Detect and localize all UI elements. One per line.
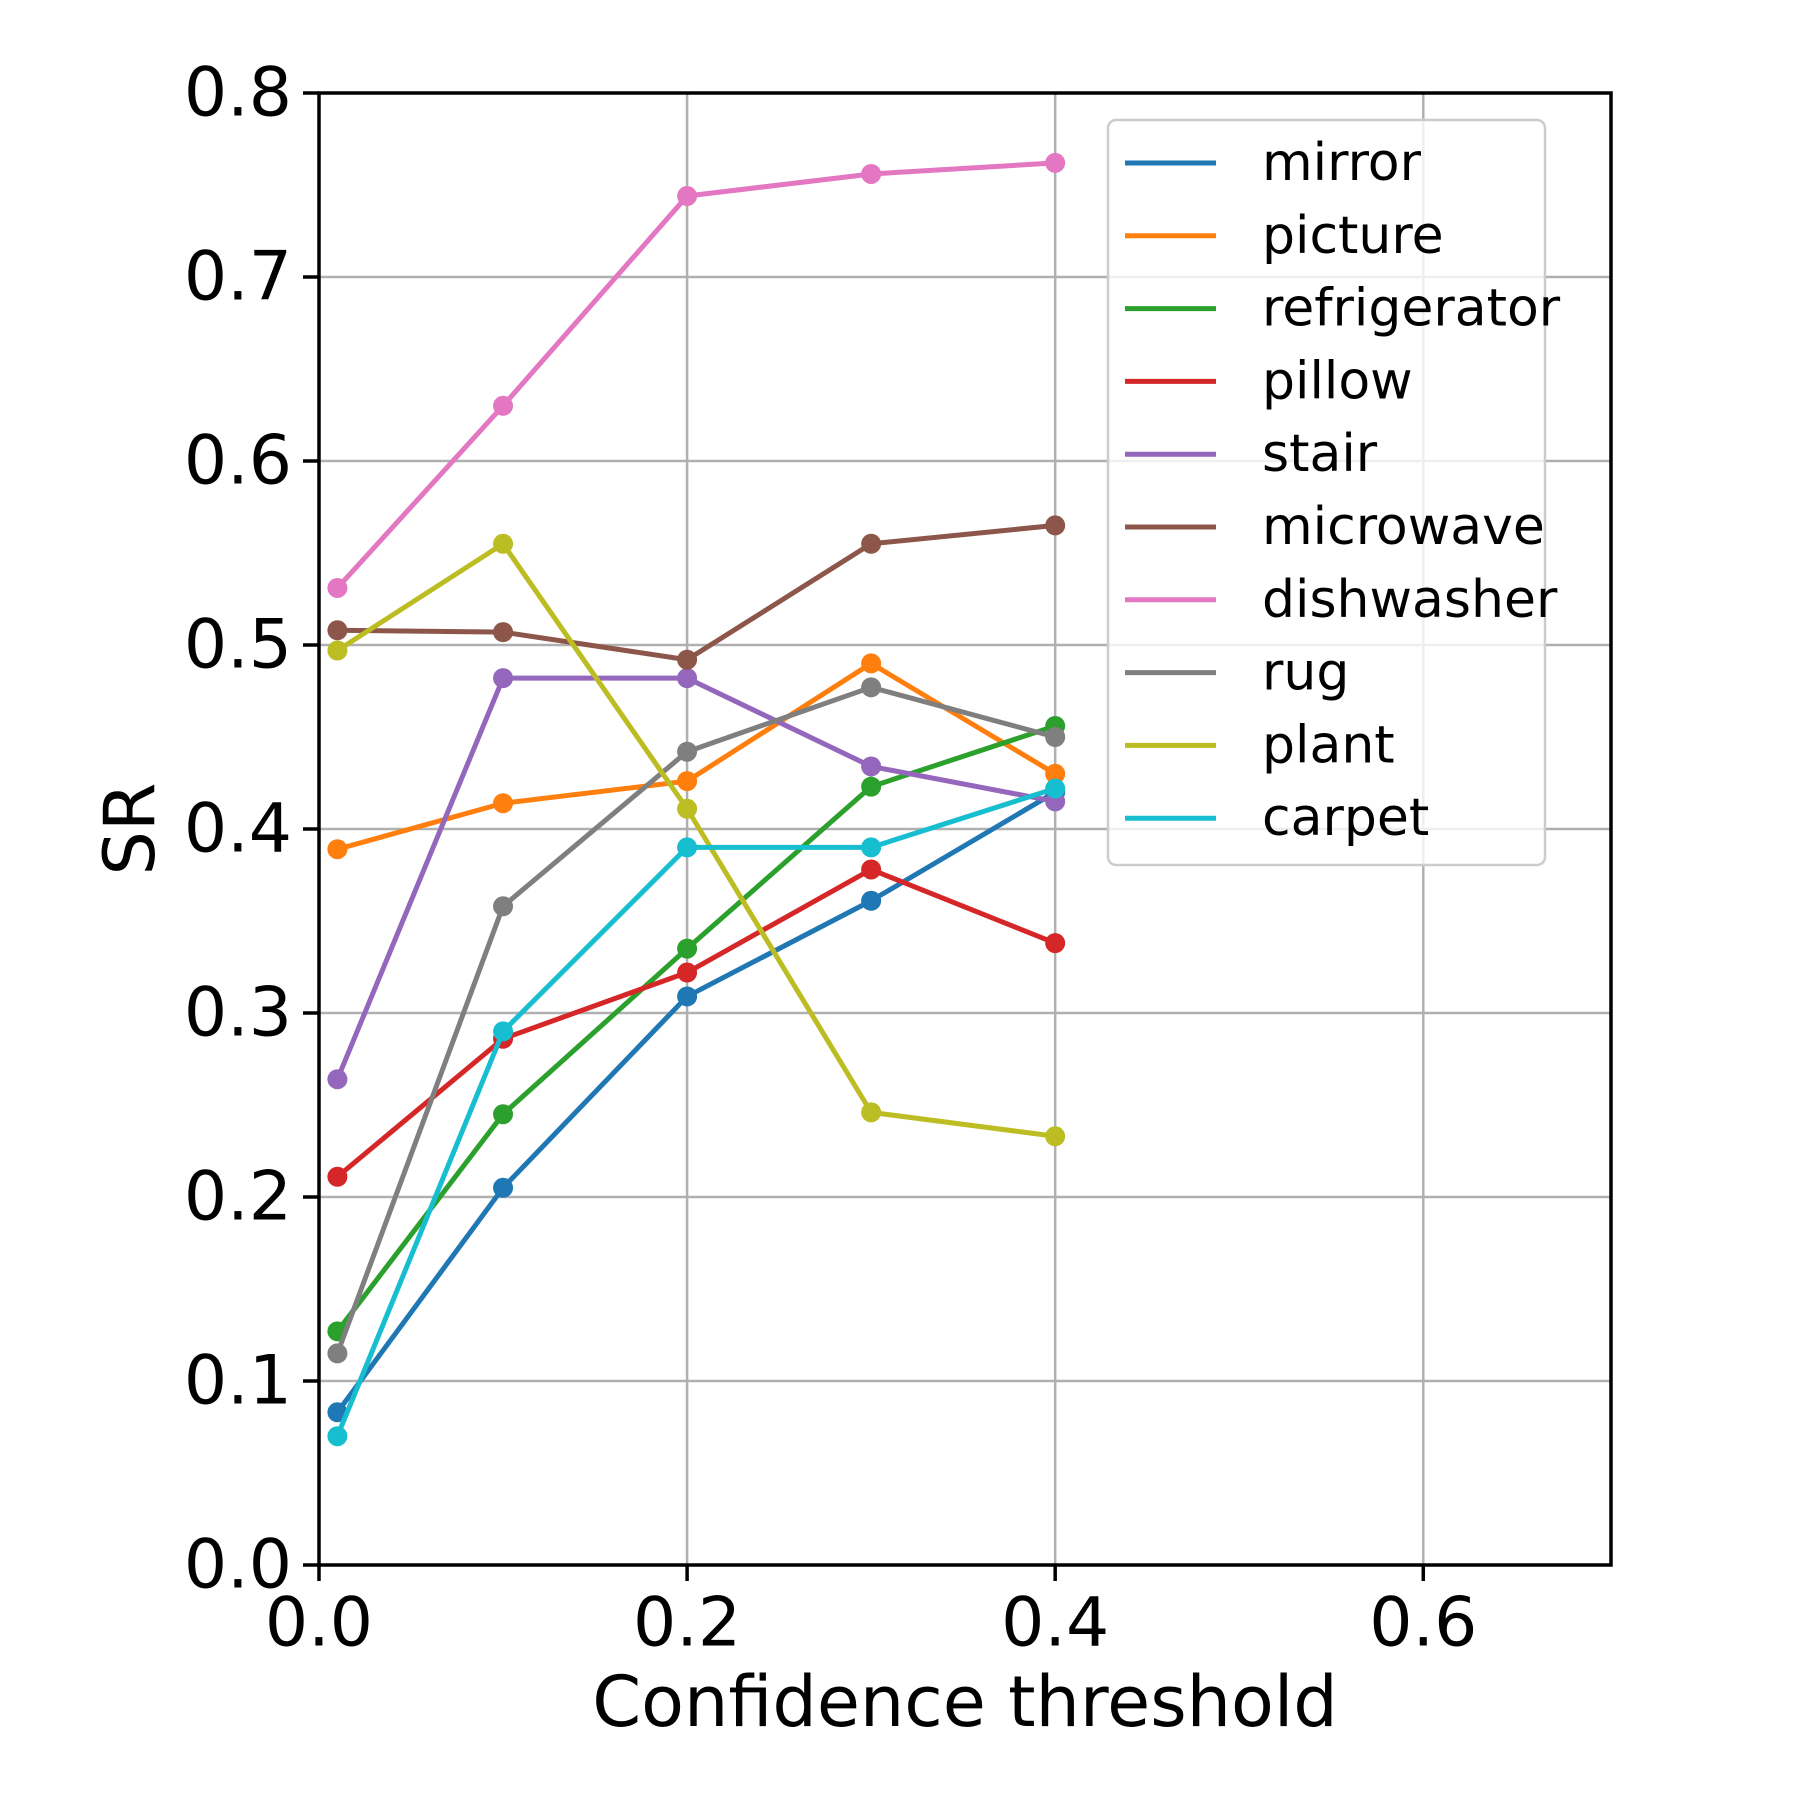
data-point-mirror-0.1: [493, 1177, 514, 1198]
legend-item-mirror: mirror: [1125, 133, 1422, 193]
x-tick-label-0.6: 0.6: [1369, 1584, 1477, 1663]
series-dishwasher: [327, 152, 1066, 598]
data-point-plant-0.01: [327, 640, 348, 661]
legend-item-stair: stair: [1125, 424, 1378, 484]
data-point-rug-0.01: [327, 1343, 348, 1364]
y-tick-label-0.1: 0.1: [184, 1342, 292, 1421]
y-tick-label-0.4: 0.4: [184, 790, 292, 869]
series-rug: [327, 677, 1066, 1364]
legend-label-carpet: carpet: [1262, 788, 1429, 848]
legend-item-picture: picture: [1125, 206, 1444, 266]
data-point-rug-0.4: [1045, 727, 1066, 747]
legend-label-stair: stair: [1262, 424, 1378, 484]
data-point-pillow-0.2: [677, 962, 698, 983]
series-picture: [327, 653, 1066, 860]
y-tick-label-0.0: 0.0: [184, 1526, 292, 1605]
data-point-pillow-0.4: [1045, 933, 1066, 954]
series-microwave: [327, 515, 1066, 670]
series-carpet: [327, 778, 1066, 1447]
data-point-microwave-0.1: [493, 622, 514, 643]
data-point-pillow-0.3: [861, 859, 882, 880]
y-tick-label-0.7: 0.7: [184, 238, 292, 317]
data-point-stair-0.3: [861, 756, 882, 777]
data-point-plant-0.3: [861, 1102, 882, 1123]
legend-item-microwave: microwave: [1125, 497, 1545, 557]
legend-label-plant: plant: [1262, 715, 1395, 775]
axis-ticks: 0.0 0.2 0.4 0.6 0.0 0.1 0.2 0.3 0.4 0.5 0.6 0.7 0.8: [184, 54, 1478, 1663]
legend-label-microwave: microwave: [1262, 497, 1545, 557]
data-point-picture-0.01: [327, 839, 348, 860]
data-point-mirror-0.01: [327, 1402, 348, 1423]
data-point-microwave-0.01: [327, 620, 348, 641]
data-point-plant-0.4: [1045, 1126, 1066, 1147]
data-point-mirror-0.3: [861, 890, 882, 911]
legend-label-mirror: mirror: [1262, 133, 1422, 193]
data-point-refrigerator-0.3: [861, 776, 882, 797]
data-point-dishwasher-0.2: [677, 186, 698, 207]
data-point-refrigerator-0.1: [493, 1104, 514, 1125]
data-point-plant-0.1: [493, 533, 514, 554]
data-point-dishwasher-0.3: [861, 163, 882, 184]
y-tick-label-0.3: 0.3: [184, 974, 292, 1053]
x-tick-label-0.2: 0.2: [633, 1584, 741, 1663]
legend-label-rug: rug: [1262, 643, 1349, 703]
data-point-mirror-0.2: [677, 986, 698, 1007]
data-point-microwave-0.2: [677, 649, 698, 670]
series-refrigerator: [327, 715, 1066, 1342]
data-point-microwave-0.3: [861, 533, 882, 554]
data-point-picture-0.3: [861, 653, 882, 674]
data-point-rug-0.3: [861, 677, 882, 698]
data-point-stair-0.2: [677, 668, 698, 689]
data-point-picture-0.4: [1045, 763, 1066, 784]
data-point-carpet-0.2: [677, 837, 698, 858]
y-tick-label-0.6: 0.6: [184, 422, 292, 501]
series-plant: [327, 533, 1066, 1147]
legend-item-carpet: carpet: [1125, 788, 1429, 848]
y-tick-label-0.2: 0.2: [184, 1158, 292, 1237]
data-point-plant-0.2: [677, 798, 698, 819]
data-point-rug-0.1: [493, 896, 514, 917]
data-point-picture-0.2: [677, 771, 698, 792]
y-axis-label: SR: [89, 782, 171, 875]
data-point-carpet-0.1: [493, 1021, 514, 1042]
data-point-stair-0.1: [493, 668, 514, 689]
data-point-carpet-0.01: [327, 1426, 348, 1447]
data-point-refrigerator-0.2: [677, 938, 698, 959]
legend-label-refrigerator: refrigerator: [1262, 279, 1561, 339]
data-point-dishwasher-0.01: [327, 577, 348, 598]
data-point-dishwasher-0.1: [493, 395, 514, 416]
legend-item-pillow: pillow: [1125, 351, 1413, 411]
x-tick-label-0.0: 0.0: [265, 1584, 373, 1663]
legend-item-refrigerator: refrigerator: [1125, 279, 1561, 339]
data-point-microwave-0.4: [1045, 515, 1066, 536]
legend-label-picture: picture: [1262, 206, 1444, 266]
data-point-picture-0.1: [493, 793, 514, 814]
legend-label-dishwasher: dishwasher: [1262, 570, 1558, 630]
data-point-carpet-0.3: [861, 837, 882, 858]
data-point-rug-0.2: [677, 741, 698, 762]
x-tick-label-0.4: 0.4: [1001, 1584, 1109, 1663]
legend-item-rug: rug: [1125, 643, 1349, 703]
legend-item-dishwasher: dishwasher: [1125, 570, 1558, 630]
data-point-pillow-0.01: [327, 1166, 348, 1187]
legend: mirror picture refrigerator pillow stair micr…: [1106, 118, 1561, 867]
y-tick-label-0.8: 0.8: [184, 54, 292, 133]
data-point-dishwasher-0.4: [1045, 152, 1066, 173]
data-point-carpet-0.4: [1045, 778, 1066, 799]
legend-label-pillow: pillow: [1262, 351, 1413, 411]
legend-item-plant: plant: [1125, 715, 1395, 775]
data-point-stair-0.01: [327, 1069, 348, 1090]
series-stair: [327, 668, 1066, 1090]
y-tick-label-0.5: 0.5: [184, 606, 292, 685]
legend-box: [1106, 118, 1547, 867]
x-axis-label: Confidence threshold: [592, 1661, 1338, 1743]
